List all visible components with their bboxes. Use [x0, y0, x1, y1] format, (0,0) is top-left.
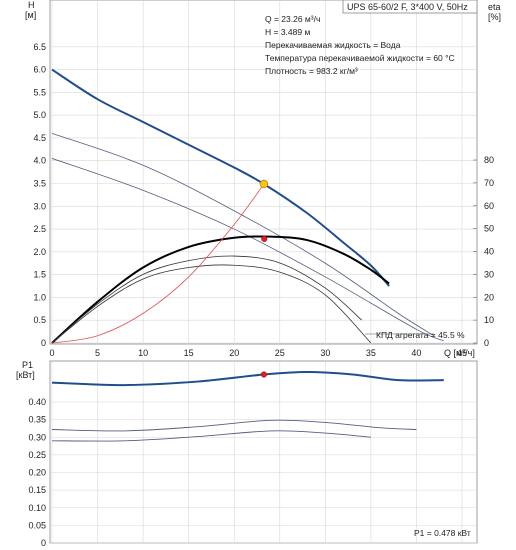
y2-tick-label: 20: [484, 292, 494, 302]
head-efficiency-plot: 0 5 10 15 20 25 30 35 40 45 0 0.5 1.0 1.5 2.0 2.5 3.0 3.5…: [25, 0, 501, 358]
series-line-p1-max: [51, 371, 444, 387]
p1-label: P1 = 0.478 кВт: [414, 528, 471, 538]
y-tick-label: 4.0: [33, 156, 46, 166]
eta-point-marker: [261, 235, 268, 242]
y2-tick-label: 0: [484, 338, 489, 348]
series-line-p1-speed-1: [51, 430, 371, 442]
bottom-series-group: [51, 371, 444, 442]
x-tick-label: 5: [95, 348, 100, 358]
p1-tick-label: 0.10: [28, 503, 46, 513]
x-tick-label: 40: [411, 348, 421, 358]
x-axis-label: Q [м³/ч]: [444, 348, 475, 358]
y-tick-label: 0: [41, 338, 46, 348]
series-line-head-max: [51, 68, 390, 287]
series-line-p1-speed-2: [51, 419, 417, 432]
y-tick-label: 5.5: [33, 87, 46, 97]
x-tick-label: 10: [138, 348, 148, 358]
y-tick-label: 3.5: [33, 179, 46, 189]
info-line-liquid: Перекачиваемая жидкость = Вода: [265, 40, 401, 50]
info-line-density: Плотность = 983.2 кг/м³: [265, 66, 358, 76]
y-tick-label: 1.0: [33, 292, 46, 302]
bottom-tick-labels: 0 0.05 0.10 0.15 0.20 0.25 0.30 0.35 0.40: [28, 397, 46, 548]
y-tick-label: 3.0: [33, 201, 46, 211]
y2-tick-label: 70: [484, 178, 494, 188]
power-plot: 0 0.05 0.10 0.15 0.20 0.25 0.30 0.35 0.40 P1 [кВ…: [16, 360, 478, 548]
top-plot-frame: [49, 0, 478, 345]
x-tick-label: 35: [366, 348, 376, 358]
x-tick-label: 45: [457, 348, 467, 358]
y2-axis-label: eta: [488, 2, 501, 12]
series-line-eta-speed-1: [51, 264, 372, 344]
y-axis-label: H: [28, 0, 35, 10]
p1-tick-label: 0.15: [28, 485, 46, 495]
x-tick-label: 20: [229, 348, 239, 358]
p1-tick-label: 0.40: [28, 397, 46, 407]
top-tick-labels: 0 5 10 15 20 25 30 35 40 45 0 0.5 1.0 1.5 2.0 2.5 3.0 3.5…: [33, 42, 494, 358]
p1-axis-unit: [кВт]: [16, 370, 35, 380]
y-axis-unit: [м]: [25, 10, 36, 20]
p1-tick-label: 0.30: [28, 432, 46, 442]
title-box: [342, 0, 478, 14]
p1-tick-label: 0.05: [28, 520, 46, 530]
series-line-head-speed-1: [51, 158, 444, 342]
y-tick-label: 4.5: [33, 133, 46, 143]
y-tick-label: 2.0: [33, 247, 46, 257]
y-tick-label: 1.5: [33, 270, 46, 280]
x-tick-label: 30: [320, 348, 330, 358]
duty-point-marker: [259, 179, 269, 189]
p1-tick-label: 0.25: [28, 450, 46, 460]
y2-axis-unit: [%]: [488, 12, 501, 22]
x-tick-label: 25: [275, 348, 285, 358]
series-line-eta-speed-2: [51, 255, 363, 344]
y2-tick-label: 30: [484, 269, 494, 279]
series-line-eta-max: [51, 235, 390, 344]
chart-title: UPS 65-60/2 F, 3*400 V, 50Hz: [347, 2, 468, 12]
y-tick-label: 6.5: [33, 42, 46, 52]
x-tick-label: 15: [184, 348, 194, 358]
top-series-group: [51, 68, 444, 344]
series-line-head-speed-2: [51, 132, 435, 337]
p1-tick-label: 0: [41, 538, 46, 548]
p1-axis-label: P1: [22, 360, 33, 370]
y2-tick-label: 10: [484, 315, 494, 325]
top-grid: [50, 1, 477, 344]
y2-tick-label: 40: [484, 247, 494, 257]
bottom-grid: [50, 362, 477, 544]
bottom-plot-frame: [49, 360, 478, 544]
y2-tick-label: 80: [484, 155, 494, 165]
y2-tick-label: 50: [484, 224, 494, 234]
info-line-temperature: Температура перекачиваемой жидкости = 60…: [265, 53, 455, 63]
p1-duty-point-marker: [260, 371, 267, 378]
y-tick-label: 2.5: [33, 224, 46, 234]
p1-tick-label: 0.35: [28, 415, 46, 425]
info-line-h: H = 3.489 м: [265, 27, 310, 37]
y2-tick-label: 60: [484, 201, 494, 211]
series-line-system-curve: [51, 183, 265, 344]
y-tick-label: 6.0: [33, 65, 46, 75]
x-tick-label: 0: [49, 348, 54, 358]
p1-tick-label: 0.20: [28, 468, 46, 478]
eta-label: КПД агрегата = 45.5 %: [376, 330, 465, 340]
info-line-q: Q = 23.26 м³/ч: [265, 14, 320, 24]
y-tick-label: 0.5: [33, 315, 46, 325]
y-tick-label: 5.0: [33, 110, 46, 120]
